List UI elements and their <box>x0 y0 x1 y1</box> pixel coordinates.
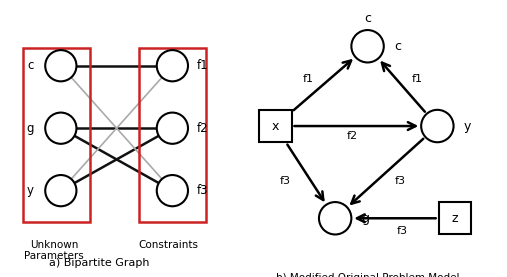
Text: z: z <box>452 212 458 225</box>
Circle shape <box>319 202 351 234</box>
Bar <box>139 48 206 222</box>
Text: f2: f2 <box>347 131 358 141</box>
Text: f3: f3 <box>197 184 208 197</box>
Circle shape <box>157 175 188 206</box>
Text: f3: f3 <box>394 176 406 186</box>
Text: a) Bipartite Graph: a) Bipartite Graph <box>49 258 149 268</box>
Circle shape <box>421 110 454 142</box>
Text: f1: f1 <box>197 59 208 72</box>
Circle shape <box>351 30 384 62</box>
Text: y: y <box>463 120 471 132</box>
Circle shape <box>45 175 77 206</box>
Text: Unknown
Parameters: Unknown Parameters <box>24 240 84 261</box>
Text: b) Modified Original Problem Model: b) Modified Original Problem Model <box>276 273 459 277</box>
Circle shape <box>157 50 188 81</box>
Text: f3: f3 <box>397 226 408 236</box>
Text: g: g <box>26 122 34 135</box>
Text: f1: f1 <box>412 74 423 84</box>
Text: f2: f2 <box>197 122 208 135</box>
Text: f1: f1 <box>302 74 313 84</box>
Text: c: c <box>364 7 371 20</box>
Bar <box>259 110 292 142</box>
Bar <box>439 202 471 234</box>
Text: g: g <box>361 212 369 225</box>
Circle shape <box>45 50 77 81</box>
Bar <box>23 48 90 222</box>
Circle shape <box>157 112 188 144</box>
Text: x: x <box>272 120 279 132</box>
Text: c: c <box>394 40 401 53</box>
Circle shape <box>45 112 77 144</box>
Text: y: y <box>27 184 34 197</box>
Text: c: c <box>28 59 34 72</box>
Text: f3: f3 <box>280 176 291 186</box>
Text: Constraints: Constraints <box>138 240 198 250</box>
Text: c: c <box>364 12 371 25</box>
